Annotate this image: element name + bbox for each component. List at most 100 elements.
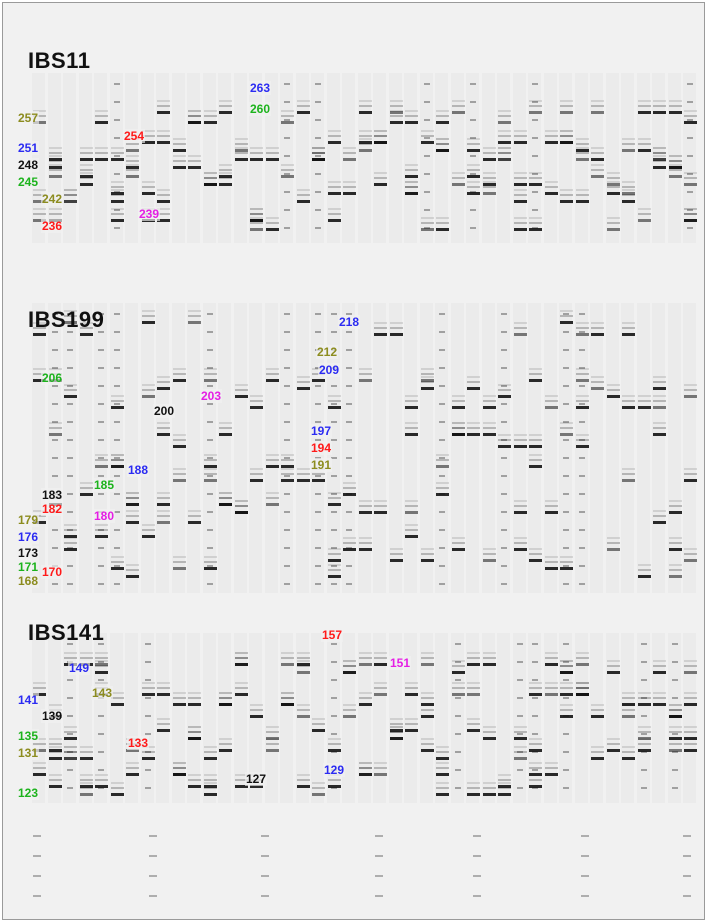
allele-band [328, 192, 341, 195]
stutter-band [111, 556, 124, 558]
stutter-band [312, 787, 325, 789]
allele-band [498, 785, 511, 788]
stutter-band [669, 726, 682, 728]
allele-band [188, 521, 201, 524]
stutter-band [157, 135, 170, 137]
stutter-band [467, 427, 480, 429]
stutter-band [467, 687, 480, 689]
stutter-band [142, 181, 155, 183]
allele-label-191: 191 [310, 458, 333, 472]
stutter-band [669, 564, 682, 566]
stutter-band [281, 468, 294, 470]
allele-band [33, 749, 46, 752]
stutter-band [80, 482, 93, 484]
allele-band [142, 141, 155, 144]
ladder-band [315, 119, 321, 121]
stutter-band [204, 751, 217, 753]
ladder-band [424, 137, 430, 139]
stutter-band [467, 376, 480, 378]
stutter-band [483, 553, 496, 555]
ladder-band [579, 493, 585, 495]
allele-band [343, 715, 356, 718]
allele-band [49, 749, 62, 752]
allele-band [514, 183, 527, 186]
stutter-band [328, 553, 341, 555]
stutter-band [235, 143, 248, 145]
stutter-band [49, 704, 62, 706]
stutter-band [390, 105, 403, 107]
stutter-band [607, 537, 620, 539]
lane-smear [79, 633, 92, 803]
stutter-band [622, 189, 635, 191]
stutter-band [498, 787, 511, 789]
stutter-band [297, 189, 310, 191]
ladder-band [375, 855, 383, 857]
ladder-band [67, 733, 73, 735]
stutter-band [529, 373, 542, 375]
stutter-band [421, 368, 434, 370]
stutter-band [638, 138, 651, 140]
allele-band [390, 729, 403, 732]
stutter-band [436, 138, 449, 140]
stutter-band [235, 779, 248, 781]
stutter-band [514, 434, 527, 436]
allele-band [111, 406, 124, 409]
allele-band [622, 406, 635, 409]
allele-band [250, 158, 263, 161]
lane-smear [327, 633, 340, 803]
ladder-band [501, 475, 507, 477]
allele-band [514, 228, 527, 231]
stutter-band [514, 751, 527, 753]
ladder-band [455, 679, 461, 681]
stutter-band [328, 569, 341, 571]
stutter-band [514, 194, 527, 196]
allele-band [142, 757, 155, 760]
allele-band [219, 175, 232, 178]
ladder-band [331, 313, 337, 315]
ladder-band [687, 155, 693, 157]
lane-smear [203, 633, 216, 803]
stutter-band [452, 537, 465, 539]
allele-band [281, 703, 294, 706]
ladder-band [473, 875, 481, 877]
ladder-band [98, 547, 104, 549]
ladder-band [501, 511, 507, 513]
ladder-band [532, 643, 538, 645]
stutter-band [49, 746, 62, 748]
allele-band [684, 395, 697, 398]
ladder-band [563, 349, 569, 351]
stutter-band [560, 135, 573, 137]
ladder-band [501, 457, 507, 459]
stutter-band [684, 384, 697, 386]
stutter-band [405, 181, 418, 183]
stutter-band [281, 697, 294, 699]
stutter-band [173, 561, 186, 563]
ladder-band [149, 875, 157, 877]
allele-band [64, 737, 77, 740]
ladder-band [114, 101, 120, 103]
stutter-band [359, 105, 372, 107]
stutter-band [653, 100, 666, 102]
lane-smear [249, 303, 262, 593]
stutter-band [359, 542, 372, 544]
ladder-band [331, 733, 337, 735]
ladder-band [207, 565, 213, 567]
ladder-band [581, 875, 589, 877]
stutter-band [250, 208, 263, 210]
stutter-band [173, 468, 186, 470]
ladder-band [424, 209, 430, 211]
lane-smear [296, 303, 309, 593]
stutter-band [498, 135, 511, 137]
allele-label-260: 260 [249, 102, 272, 116]
allele-band [467, 192, 480, 195]
stutter-band [281, 473, 294, 475]
allele-band [436, 773, 449, 776]
stutter-band [49, 169, 62, 171]
allele-band [560, 433, 573, 436]
stutter-band [359, 762, 372, 764]
stutter-band [560, 135, 573, 137]
stutter-band [95, 657, 108, 659]
stutter-band [576, 152, 589, 154]
ladder-band [207, 475, 213, 477]
stutter-band [204, 556, 217, 558]
